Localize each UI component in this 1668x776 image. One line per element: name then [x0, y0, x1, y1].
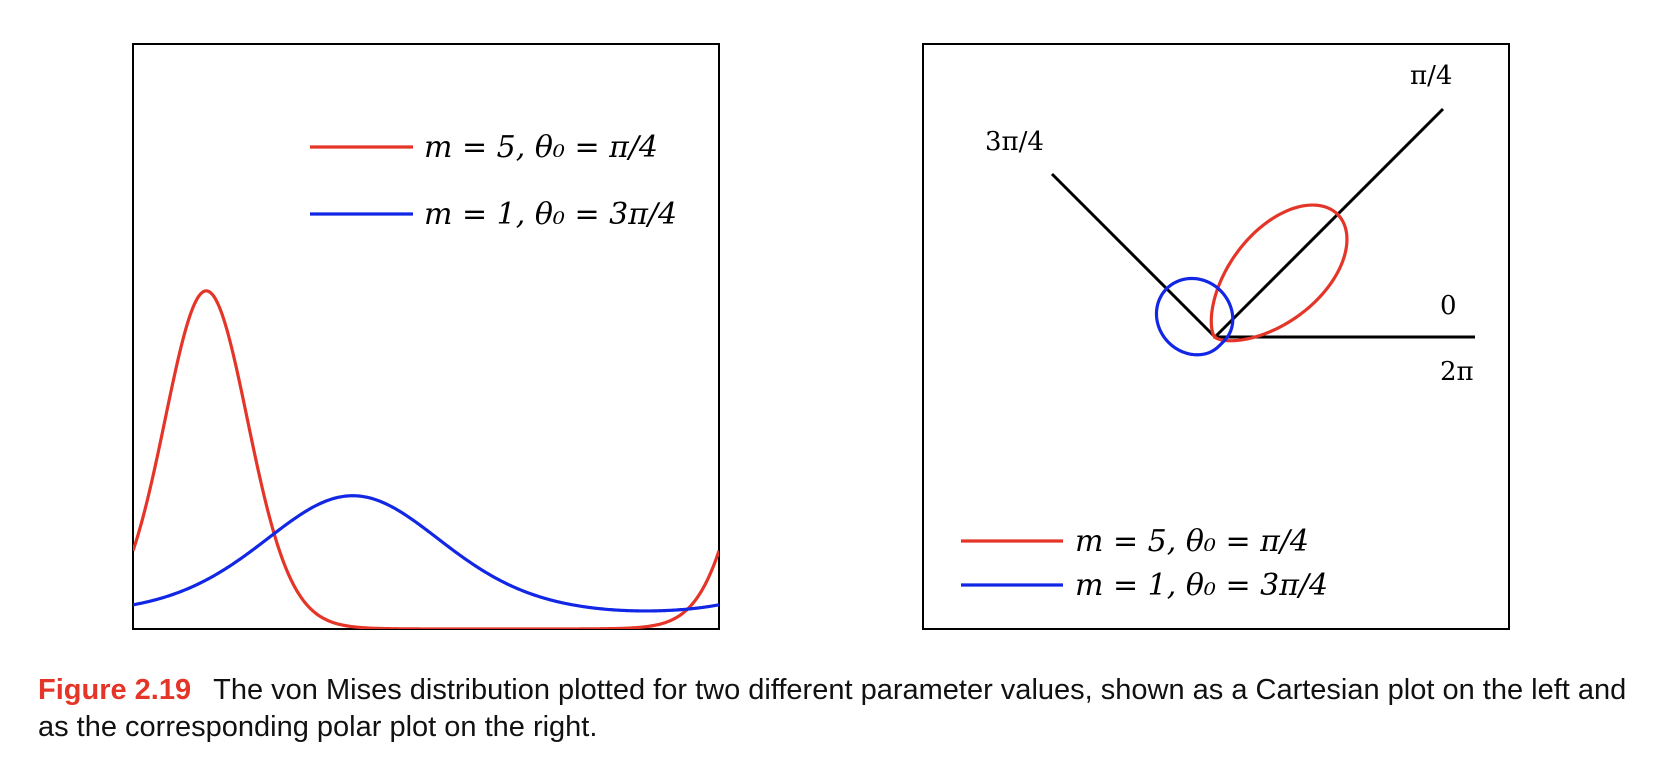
- polar-plot: π/4 3π/4 0 2π m = 5, θ₀ = π/4 m = 1, θ₀ …: [922, 43, 1510, 630]
- cartesian-series-blue-line: [133, 494, 719, 613]
- polar-label-2pi: 2π: [1440, 357, 1474, 387]
- polar-axis-3pi-4: [1050, 172, 1217, 339]
- cartesian-legend: m = 5, θ₀ = π/4 m = 1, θ₀ = 3π/4: [310, 130, 677, 232]
- polar-legend: m = 5, θ₀ = π/4 m = 1, θ₀ = 3π/4: [961, 524, 1328, 603]
- polar-legend-red-label: m = 5, θ₀ = π/4: [1075, 524, 1309, 559]
- polar-label-0: 0: [1440, 291, 1457, 321]
- polar-frame: [922, 43, 1510, 630]
- polar-series-red-line: [1209, 203, 1349, 343]
- caption-label: Figure 2.19: [38, 674, 192, 706]
- polar-label-pi-4: π/4: [1410, 61, 1452, 91]
- polar-axis-pi-4: [1213, 107, 1445, 339]
- figure-caption: Figure 2.19 The von Mises distribution pl…: [38, 672, 1638, 746]
- caption-text: The von Mises distribution plotted for t…: [38, 674, 1627, 743]
- polar-series-blue-line: [1154, 276, 1235, 357]
- polar-label-3pi-4: 3π/4: [985, 127, 1044, 157]
- cartesian-legend-blue-label: m = 1, θ₀ = 3π/4: [424, 197, 677, 232]
- cartesian-legend-red-label: m = 5, θ₀ = π/4: [424, 130, 658, 165]
- cartesian-series-red-line: [133, 289, 719, 629]
- polar-legend-blue-label: m = 1, θ₀ = 3π/4: [1075, 568, 1328, 603]
- cartesian-plot: m = 5, θ₀ = π/4 m = 1, θ₀ = 3π/4: [132, 43, 720, 630]
